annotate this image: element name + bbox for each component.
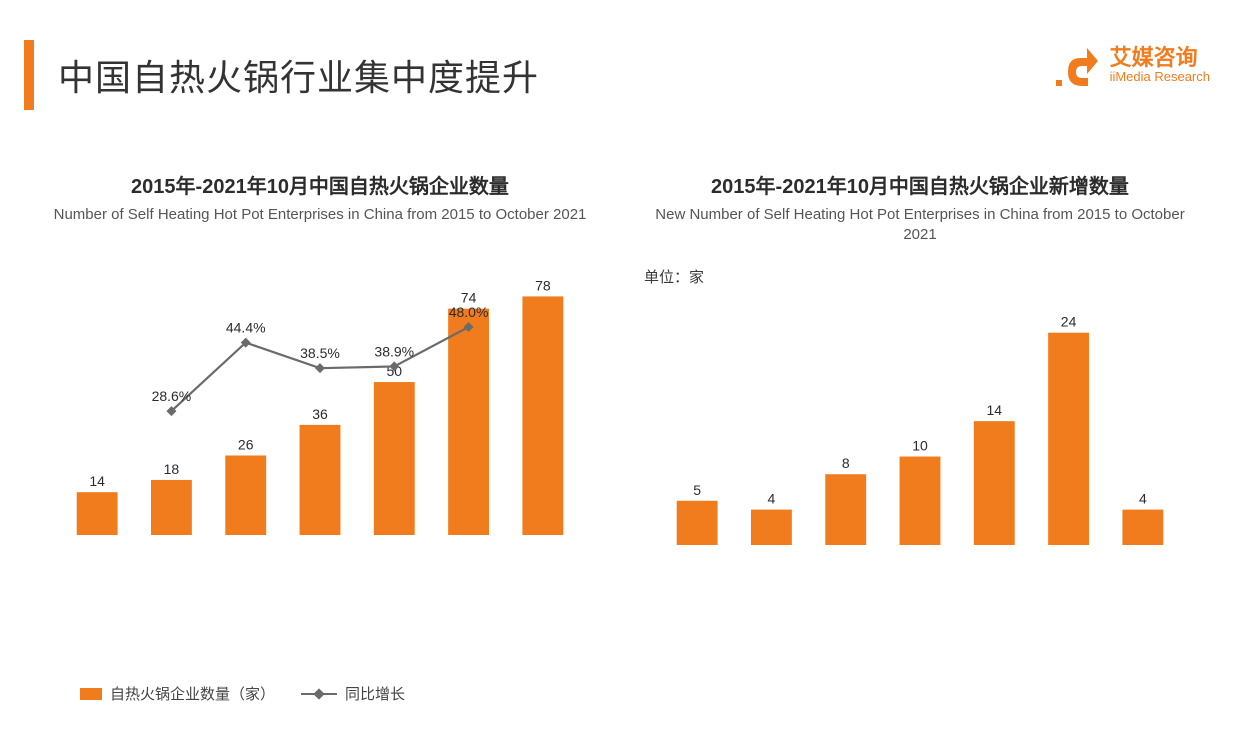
bar-value-label: 5 <box>693 481 701 497</box>
growth-value-label: 38.5% <box>300 345 340 361</box>
bar <box>151 480 192 535</box>
bar <box>974 421 1015 545</box>
bar <box>522 297 563 536</box>
legend-bar-swatch <box>80 688 102 700</box>
left-chart-svg: 1418263650747828.6%44.4%38.5%38.9%48.0% <box>40 245 600 545</box>
legend-line-icon <box>301 687 337 701</box>
bar <box>825 474 866 545</box>
growth-value-label: 44.4% <box>226 320 266 336</box>
bar-value-label: 36 <box>312 406 328 422</box>
left-chart-panel: 2015年-2021年10月中国自热火锅企业数量 Number of Self … <box>40 170 600 555</box>
bar <box>677 500 718 544</box>
left-chart-area: 1418263650747828.6%44.4%38.5%38.9%48.0% <box>40 245 600 545</box>
bar-value-label: 8 <box>842 455 850 471</box>
bar <box>1122 509 1163 544</box>
brand-name-cn: 艾媒咨询 <box>1110 46 1210 70</box>
bar <box>1048 332 1089 544</box>
bar-value-label: 4 <box>1139 490 1147 506</box>
left-chart-title-en: Number of Self Heating Hot Pot Enterpris… <box>40 205 600 225</box>
bar <box>300 425 341 535</box>
legend: 自热火锅企业数量（家） 同比增长 <box>80 683 405 704</box>
bar-value-label: 4 <box>768 490 776 506</box>
bar <box>900 456 941 544</box>
bar-value-label: 26 <box>238 437 254 453</box>
bar-value-label: 78 <box>535 278 551 294</box>
page-title: 中国自热火锅行业集中度提升 <box>58 49 539 101</box>
bar <box>77 492 118 535</box>
bar-value-label: 24 <box>1061 313 1077 329</box>
bar <box>448 309 489 535</box>
left-chart-title-cn: 2015年-2021年10月中国自热火锅企业数量 <box>40 170 600 199</box>
brand-name-en: iiMedia Research <box>1110 70 1210 84</box>
right-chart-area: 5 4 8 10 14 24 4 <box>640 295 1200 555</box>
brand-logo: 艾媒咨询 iiMedia Research <box>1052 40 1210 90</box>
charts-row: 2015年-2021年10月中国自热火锅企业数量 Number of Self … <box>40 170 1200 555</box>
bar <box>751 509 792 544</box>
bar-value-label: 14 <box>986 402 1002 418</box>
bar <box>374 382 415 535</box>
brand-logo-icon <box>1052 40 1102 90</box>
legend-bar-label: 自热火锅企业数量（家） <box>110 683 275 704</box>
bar <box>225 456 266 536</box>
right-chart-svg: 5 4 8 10 14 24 4 <box>640 295 1200 555</box>
growth-value-label: 28.6% <box>152 388 192 404</box>
right-chart-title-cn: 2015年-2021年10月中国自热火锅企业新增数量 <box>640 170 1200 199</box>
right-chart-panel: 2015年-2021年10月中国自热火锅企业新增数量 New Number of… <box>640 170 1200 555</box>
bar-value-label: 10 <box>912 437 928 453</box>
bar-value-label: 14 <box>89 473 105 489</box>
right-chart-title-en: New Number of Self Heating Hot Pot Enter… <box>640 205 1200 246</box>
slide: 中国自热火锅行业集中度提升 艾媒咨询 iiMedia Research 2015… <box>0 0 1240 742</box>
legend-line-label: 同比增长 <box>345 683 405 704</box>
brand-logo-text: 艾媒咨询 iiMedia Research <box>1110 46 1210 84</box>
growth-value-label: 48.0% <box>449 304 489 320</box>
bar-value-label: 18 <box>164 461 180 477</box>
right-chart-unit: 单位：家 <box>644 266 1200 287</box>
title-accent <box>24 40 34 110</box>
growth-marker <box>315 363 325 373</box>
title-bar: 中国自热火锅行业集中度提升 <box>24 40 539 110</box>
growth-value-label: 38.9% <box>374 344 414 360</box>
